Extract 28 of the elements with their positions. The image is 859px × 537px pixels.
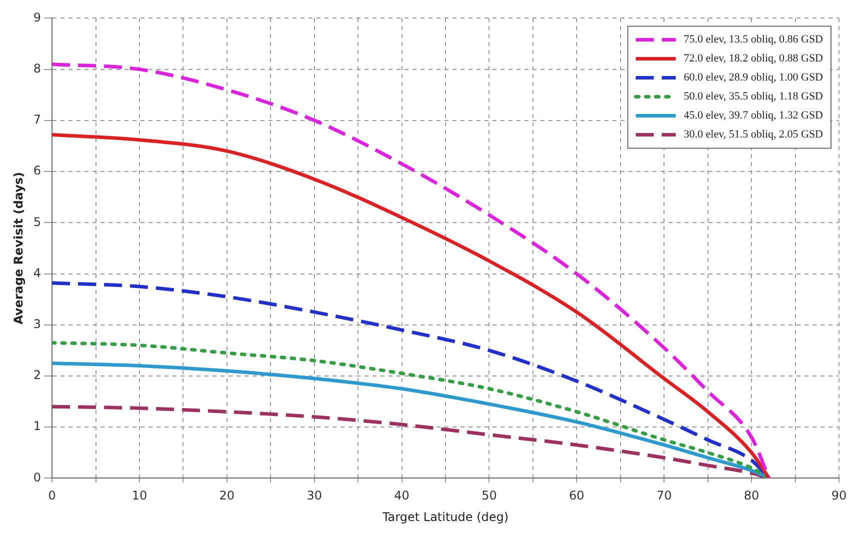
x-tick-label: 30 <box>306 488 322 503</box>
y-tick-label: 2 <box>33 368 42 382</box>
x-tick-label: 70 <box>656 488 672 503</box>
legend-label: 50.0 elev, 35.5 obliq, 1.18 GSD <box>684 90 824 103</box>
legend-label: 72.0 elev, 18.2 obliq, 0.88 GSD <box>684 52 824 65</box>
x-tick-label: 90 <box>831 488 847 503</box>
y-axis-title: Average Revisit (days) <box>11 172 26 324</box>
y-tick-label: 0 <box>33 470 42 484</box>
x-tick-label: 40 <box>394 488 410 503</box>
legend-label: 30.0 elev, 51.5 obliq, 2.05 GSD <box>684 128 824 141</box>
y-tick-label: 8 <box>33 61 42 76</box>
y-tick-label: 9 <box>33 10 42 24</box>
legend-label: 60.0 elev, 28.9 obliq, 1.00 GSD <box>684 72 824 84</box>
x-tick-label: 0 <box>48 488 56 503</box>
x-tick-label: 50 <box>482 488 497 503</box>
y-tick-label: 7 <box>33 112 42 127</box>
x-tick-label: 60 <box>569 488 584 503</box>
x-tick-label: 80 <box>744 488 760 503</box>
y-tick-label: 1 <box>33 419 42 434</box>
legend-label: 45.0 elev, 39.7 obliq, 1.32 GSD <box>684 110 824 122</box>
y-tick-label: 6 <box>33 164 42 178</box>
legend-label: 75.0 elev, 13.5 obliq, 0.86 GSD <box>684 34 824 46</box>
x-axis-title: Target Latitude (deg) <box>381 510 509 524</box>
x-tick-label: 10 <box>132 488 148 503</box>
y-tick-label: 5 <box>33 214 42 229</box>
y-tick-label: 3 <box>33 316 42 331</box>
y-tick-label: 4 <box>33 266 42 280</box>
x-tick-label: 20 <box>219 488 235 503</box>
